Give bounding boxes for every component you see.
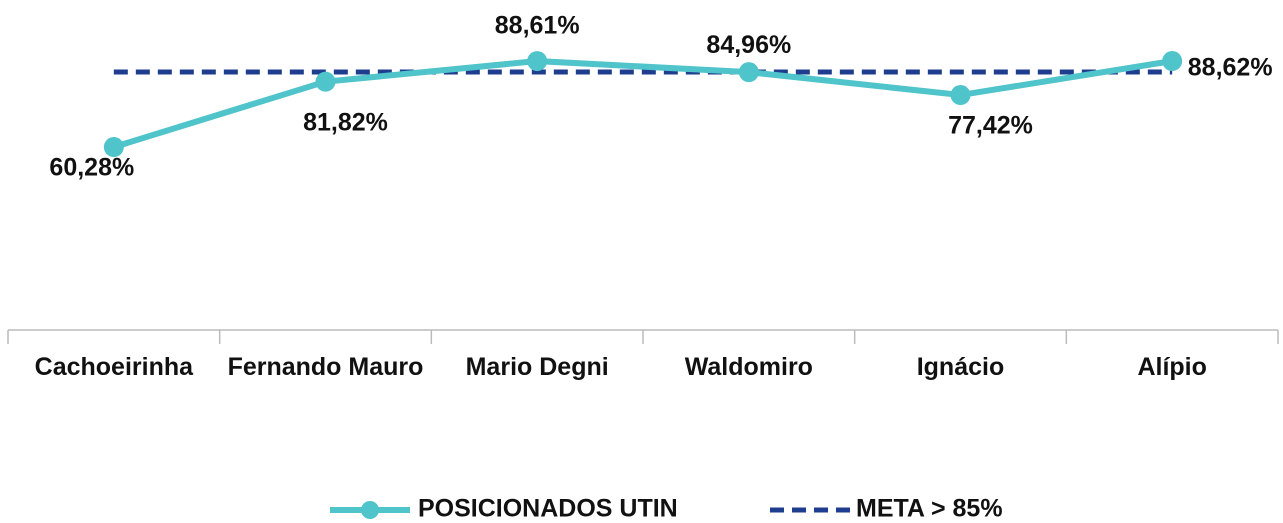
legend-label: POSICIONADOS UTIN	[418, 495, 678, 523]
data-label: 84,96%	[706, 31, 791, 59]
x-tick-label: Mario Degni	[465, 353, 609, 381]
data-label: 77,42%	[948, 112, 1033, 140]
x-tick-label: Waldomiro	[684, 353, 813, 381]
data-point	[1162, 51, 1183, 72]
x-tick-label: Ignácio	[916, 353, 1005, 381]
data-label: 60,28%	[49, 154, 134, 182]
x-tick-label: Cachoeirinha	[34, 353, 194, 381]
data-point	[103, 137, 124, 158]
x-tick-label: Fernando Mauro	[227, 353, 424, 381]
data-point	[315, 71, 336, 92]
data-label: 88,61%	[495, 12, 580, 40]
data-point	[950, 85, 971, 106]
data-point	[527, 51, 548, 72]
data-point	[738, 62, 759, 83]
data-label: 81,82%	[303, 108, 388, 136]
series-line	[112, 58, 1173, 150]
legend-marker	[361, 501, 379, 519]
data-label: 88,62%	[1188, 54, 1273, 82]
legend-label: META > 85%	[856, 495, 1003, 523]
x-tick-label: Alípio	[1137, 353, 1207, 381]
